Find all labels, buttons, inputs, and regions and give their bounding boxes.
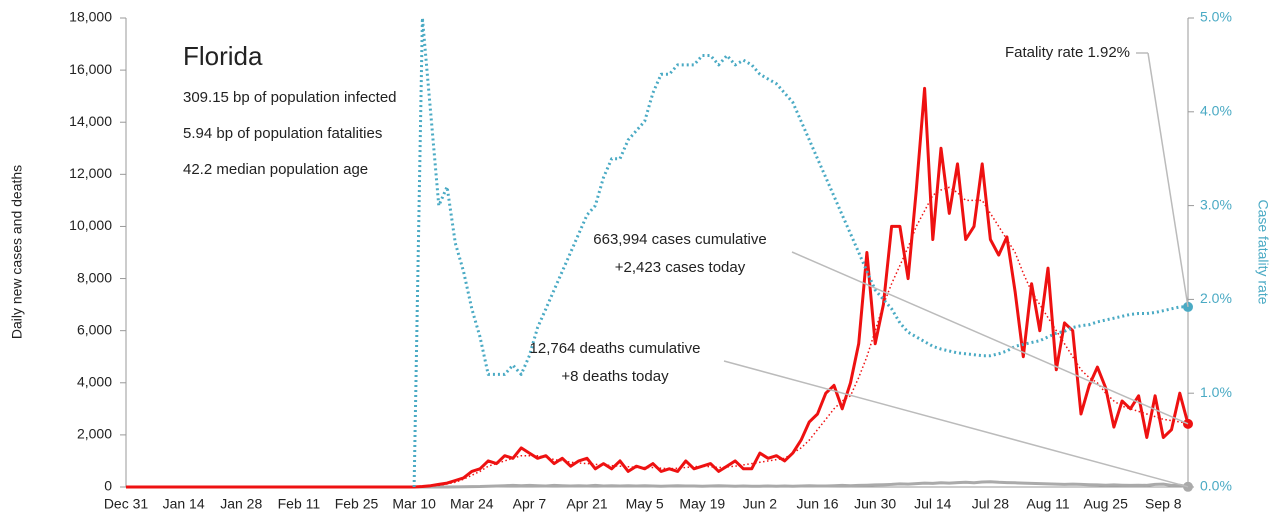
- x-tick-label: Jun 16: [797, 496, 839, 512]
- x-tick-label: Jan 28: [220, 496, 262, 512]
- series-line: [422, 186, 1189, 488]
- x-tick-label: Apr 21: [566, 496, 607, 512]
- x-tick-label: Jun 30: [854, 496, 896, 512]
- annotation: +2,423 cases today: [615, 259, 746, 276]
- x-tick-label: Sep 8: [1145, 496, 1182, 512]
- y-tick-label: 10,000: [69, 217, 112, 233]
- x-tick-label: Feb 25: [335, 496, 379, 512]
- y2-tick-label: 1.0%: [1200, 384, 1232, 400]
- x-tick-label: Mar 24: [450, 496, 494, 512]
- x-tick-label: Aug 25: [1083, 496, 1128, 512]
- x-tick-label: Aug 11: [1026, 496, 1070, 512]
- y-tick-label: 12,000: [69, 165, 112, 181]
- chart-title: Florida: [183, 41, 263, 71]
- x-tick-label: Jul 28: [972, 496, 1010, 512]
- subtitle-line: 309.15 bp of population infected: [183, 89, 397, 106]
- y2-tick-label: 3.0%: [1200, 196, 1232, 212]
- x-tick-label: Jan 14: [163, 496, 205, 512]
- x-tick-label: Apr 7: [513, 496, 547, 512]
- y-tick-label: 2,000: [77, 426, 112, 442]
- y2-tick-label: 2.0%: [1200, 290, 1232, 306]
- y-tick-label: 8,000: [77, 269, 112, 285]
- y-tick-label: 16,000: [69, 61, 112, 77]
- y2-tick-label: 0.0%: [1200, 478, 1232, 494]
- x-tick-label: May 5: [626, 496, 664, 512]
- y2-tick-label: 4.0%: [1200, 103, 1232, 119]
- subtitle-line: 5.94 bp of population fatalities: [183, 125, 382, 142]
- x-tick-label: Jul 14: [914, 496, 952, 512]
- x-tick-label: Feb 11: [278, 496, 321, 512]
- y2-axis-label: Case fatality rate: [1255, 199, 1271, 304]
- leader-line: [791, 251, 1189, 425]
- y-axis-label: Daily new cases and deaths: [9, 165, 25, 339]
- leader-line: [723, 360, 1189, 488]
- leader-line: [1147, 52, 1189, 308]
- x-tick-label: May 19: [679, 496, 725, 512]
- x-tick-label: Dec 31: [104, 496, 149, 512]
- x-tick-label: Mar 10: [392, 496, 436, 512]
- y-tick-label: 14,000: [69, 113, 112, 129]
- y-tick-label: 4,000: [77, 373, 112, 389]
- subtitle-line: 42.2 median population age: [183, 161, 368, 178]
- y2-tick-label: 5.0%: [1200, 9, 1232, 25]
- series-line: [126, 86, 1190, 489]
- annotation: Fatality rate 1.92%: [1005, 44, 1130, 61]
- series-line: [412, 16, 1188, 488]
- y-tick-label: 18,000: [69, 9, 112, 25]
- annotation: +8 deaths today: [561, 368, 669, 385]
- x-tick-label: Jun 2: [743, 496, 777, 512]
- y-tick-label: 6,000: [77, 321, 112, 337]
- annotation: 663,994 cases cumulative: [593, 231, 766, 248]
- annotation: 12,764 deaths cumulative: [530, 340, 701, 357]
- y-tick-label: 0: [104, 478, 112, 494]
